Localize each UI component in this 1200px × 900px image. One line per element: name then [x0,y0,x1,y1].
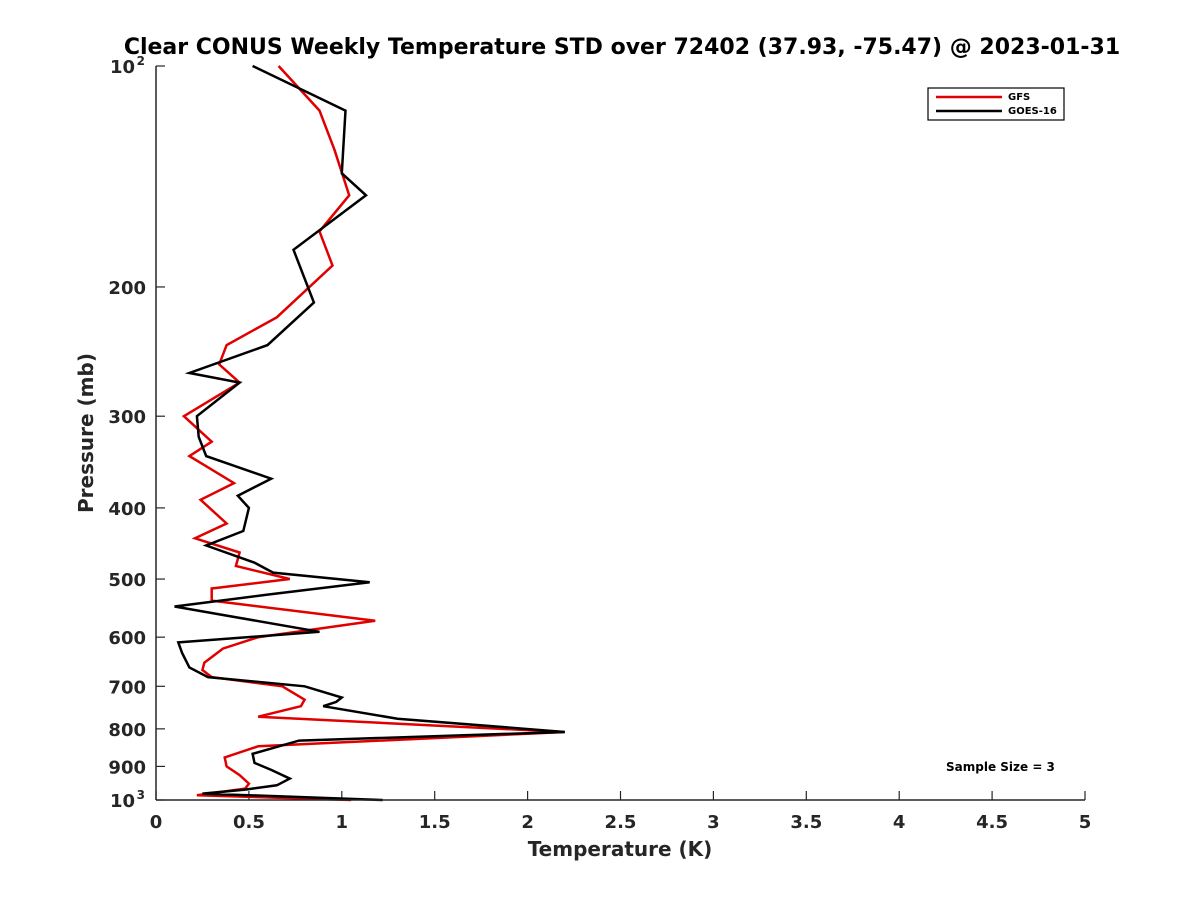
legend: GFS GOES-16 [927,87,1065,121]
y-tick-label: 10 [110,791,135,812]
series-line-gfs [181,65,565,802]
y-tick-label: 400 [108,499,146,520]
plot-area [156,66,1085,800]
y-tick-label: 900 [108,757,146,778]
series-lines [174,64,565,802]
x-tick-label: 2.5 [605,812,637,833]
y-tick-exponent: 2 [137,54,145,68]
x-tick-label: 1.5 [419,812,451,833]
x-tick-label: 2 [521,812,534,833]
chart-title: Clear CONUS Weekly Temperature STD over … [124,35,1120,60]
y-tick-label: 700 [108,677,146,698]
y-axis-label: Pressure (mb) [74,353,98,513]
x-tick-label: 4 [893,812,906,833]
x-tick-label: 4.5 [976,812,1008,833]
y-tick-exponent: 3 [137,788,145,802]
y-tick-label: 200 [108,278,146,299]
x-tick-label: 5 [1079,812,1092,833]
legend-label-goes16: GOES-16 [1008,106,1057,117]
y-tick-label: 10 [110,57,135,78]
x-tick-label: 0 [150,812,163,833]
y-tick-label: 300 [108,407,146,428]
x-tick-label: 1 [336,812,349,833]
y-tick-label: 500 [108,570,146,591]
x-axis-label: Temperature (K) [528,837,713,861]
x-tick-label: 3.5 [790,812,822,833]
series-line-goes16 [174,64,565,802]
x-tick-label: 3 [707,812,720,833]
sample-size-annotation: Sample Size = 3 [946,760,1055,774]
legend-box [927,87,1065,121]
y-tick-label: 600 [108,628,146,649]
axis-ticks: 0 0.5 1 1.5 2 2.5 3 3.5 4 4.5 510 22003004005006007… [108,54,1091,833]
x-tick-label: 0.5 [233,812,265,833]
y-tick-label: 800 [108,720,146,741]
legend-label-gfs: GFS [1008,92,1030,103]
